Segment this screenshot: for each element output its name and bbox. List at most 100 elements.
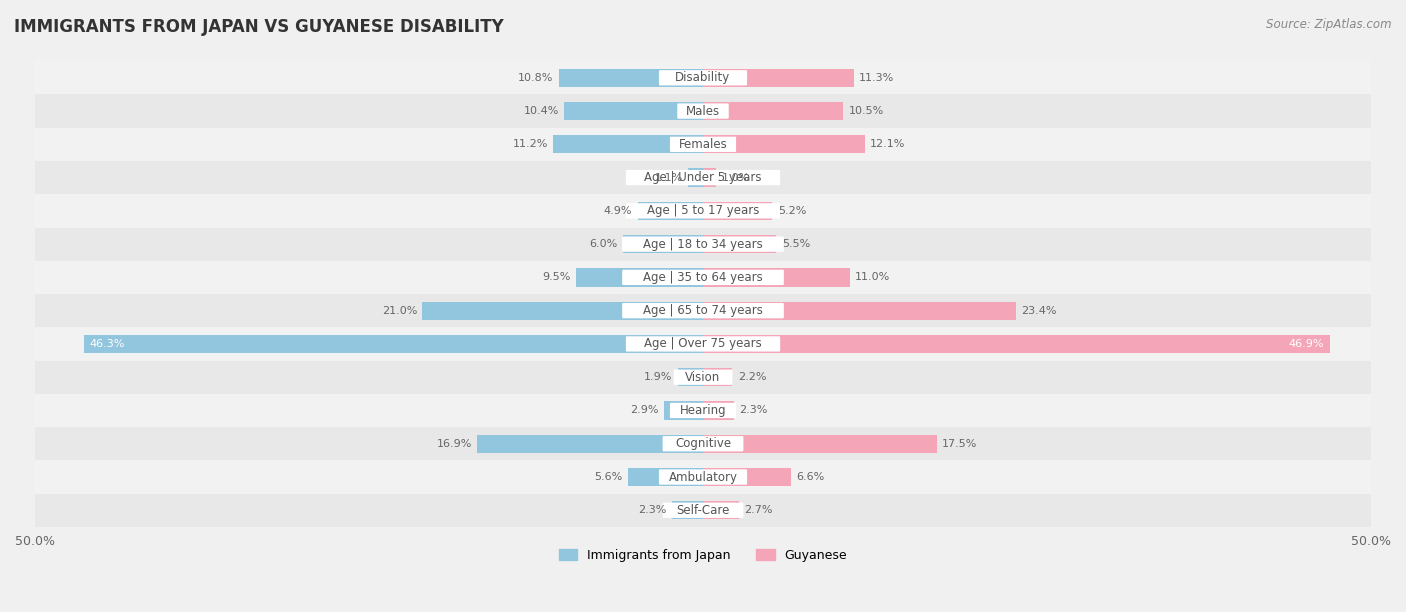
Bar (422, 302, 703, 320)
FancyBboxPatch shape (678, 103, 728, 119)
Text: Males: Males (686, 105, 720, 118)
Bar (703, 335, 1330, 353)
Text: 5.2%: 5.2% (778, 206, 806, 216)
Text: 17.5%: 17.5% (942, 439, 977, 449)
FancyBboxPatch shape (669, 136, 737, 152)
Text: 1.0%: 1.0% (721, 173, 749, 182)
Bar (664, 401, 703, 420)
FancyBboxPatch shape (673, 370, 733, 385)
Text: 11.0%: 11.0% (855, 272, 890, 282)
Bar (703, 168, 717, 187)
Text: 9.5%: 9.5% (543, 272, 571, 282)
Text: Age | 35 to 64 years: Age | 35 to 64 years (643, 271, 763, 284)
Bar (554, 135, 703, 154)
Bar (703, 468, 792, 486)
FancyBboxPatch shape (626, 203, 780, 218)
Bar (703, 401, 734, 420)
Text: Vision: Vision (685, 371, 721, 384)
Text: Source: ZipAtlas.com: Source: ZipAtlas.com (1267, 18, 1392, 31)
Text: Age | Over 75 years: Age | Over 75 years (644, 337, 762, 351)
FancyBboxPatch shape (662, 502, 744, 518)
Bar (678, 368, 703, 386)
Bar (84, 335, 703, 353)
Text: 10.5%: 10.5% (849, 106, 884, 116)
Text: 1.1%: 1.1% (655, 173, 683, 182)
Bar (628, 468, 703, 486)
Bar (564, 102, 703, 120)
Text: 1.9%: 1.9% (644, 372, 672, 382)
Text: IMMIGRANTS FROM JAPAN VS GUYANESE DISABILITY: IMMIGRANTS FROM JAPAN VS GUYANESE DISABI… (14, 18, 503, 36)
FancyBboxPatch shape (626, 336, 780, 351)
FancyBboxPatch shape (659, 70, 747, 86)
Bar (623, 235, 703, 253)
Text: 46.9%: 46.9% (1289, 339, 1324, 349)
Text: 4.9%: 4.9% (603, 206, 633, 216)
Bar (703, 69, 853, 87)
Text: 10.4%: 10.4% (523, 106, 558, 116)
Bar (35, 360, 1371, 394)
Bar (576, 268, 703, 286)
Text: 10.8%: 10.8% (517, 73, 554, 83)
Bar (637, 202, 703, 220)
Bar (35, 460, 1371, 494)
FancyBboxPatch shape (623, 303, 783, 318)
Text: Age | 18 to 34 years: Age | 18 to 34 years (643, 237, 763, 251)
Text: 23.4%: 23.4% (1021, 305, 1056, 316)
Bar (703, 235, 776, 253)
FancyBboxPatch shape (623, 270, 783, 285)
Text: 21.0%: 21.0% (381, 305, 418, 316)
FancyBboxPatch shape (662, 436, 744, 452)
Text: 11.3%: 11.3% (859, 73, 894, 83)
Text: 2.3%: 2.3% (638, 506, 666, 515)
Bar (35, 494, 1371, 527)
FancyBboxPatch shape (626, 170, 780, 185)
Bar (703, 202, 772, 220)
Text: 11.2%: 11.2% (513, 140, 548, 149)
Bar (703, 302, 1015, 320)
Bar (35, 94, 1371, 128)
Text: 2.7%: 2.7% (744, 506, 773, 515)
Text: Age | 5 to 17 years: Age | 5 to 17 years (647, 204, 759, 217)
Bar (35, 427, 1371, 460)
FancyBboxPatch shape (659, 469, 747, 485)
FancyBboxPatch shape (623, 236, 783, 252)
Bar (703, 268, 851, 286)
Bar (703, 501, 740, 520)
Text: Cognitive: Cognitive (675, 437, 731, 450)
Text: Self-Care: Self-Care (676, 504, 730, 517)
Text: 2.2%: 2.2% (738, 372, 766, 382)
Bar (35, 128, 1371, 161)
Bar (703, 368, 733, 386)
Bar (703, 135, 865, 154)
Text: Ambulatory: Ambulatory (668, 471, 738, 483)
Text: 6.0%: 6.0% (589, 239, 617, 249)
Bar (35, 327, 1371, 360)
Bar (703, 435, 936, 453)
Text: Females: Females (679, 138, 727, 151)
Bar (703, 102, 844, 120)
Text: Disability: Disability (675, 72, 731, 84)
Bar (477, 435, 703, 453)
Bar (35, 228, 1371, 261)
Text: 12.1%: 12.1% (870, 140, 905, 149)
Bar (689, 168, 703, 187)
Text: 46.3%: 46.3% (90, 339, 125, 349)
Bar (35, 394, 1371, 427)
Bar (35, 261, 1371, 294)
Bar (558, 69, 703, 87)
Text: 5.5%: 5.5% (782, 239, 810, 249)
Bar (672, 501, 703, 520)
Text: 2.3%: 2.3% (740, 406, 768, 416)
FancyBboxPatch shape (669, 403, 737, 418)
Text: 5.6%: 5.6% (595, 472, 623, 482)
Text: 6.6%: 6.6% (797, 472, 825, 482)
Text: Age | Under 5 years: Age | Under 5 years (644, 171, 762, 184)
Bar (35, 294, 1371, 327)
Text: 2.9%: 2.9% (630, 406, 659, 416)
Text: Hearing: Hearing (679, 404, 727, 417)
Bar (35, 194, 1371, 228)
Text: 16.9%: 16.9% (436, 439, 472, 449)
Bar (35, 61, 1371, 94)
Legend: Immigrants from Japan, Guyanese: Immigrants from Japan, Guyanese (554, 543, 852, 567)
Text: Age | 65 to 74 years: Age | 65 to 74 years (643, 304, 763, 317)
